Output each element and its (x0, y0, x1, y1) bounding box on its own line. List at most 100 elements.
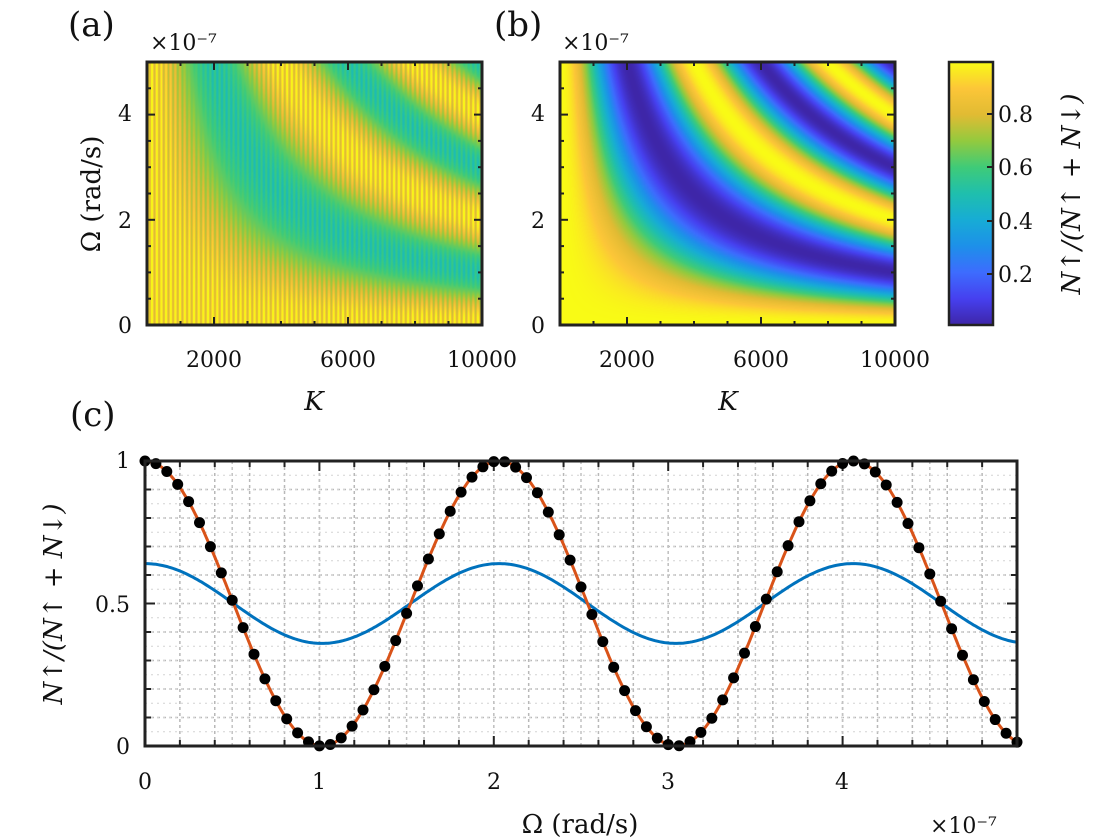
panel-a-ytick-0: 0 (118, 314, 132, 339)
data-point (749, 621, 761, 633)
panel-b-y-exponent: ×10⁻⁷ (562, 31, 629, 56)
data-point (804, 495, 816, 507)
panel-c-ylabel: N↑/(N↑ + N↓) (39, 504, 69, 706)
series-contrast-reduced (145, 562, 1018, 645)
panel-b-label: (b) (494, 5, 542, 45)
data-point (292, 727, 304, 739)
data-point (466, 471, 478, 483)
panel-a-ytick-2: 2 (118, 209, 132, 234)
data-point (739, 647, 750, 659)
colorbar-tick-0.6: 0.6 (998, 156, 1033, 181)
data-point (531, 487, 543, 499)
data-point (521, 472, 532, 484)
data-point (433, 528, 445, 540)
panel-c-xtick-3: 3 (661, 770, 675, 795)
panel-a-ylabel: Ω (rad/s) (77, 136, 107, 253)
data-point (815, 478, 827, 490)
panel-c-xtick-2: 2 (487, 770, 501, 795)
data-point (215, 567, 227, 579)
panel-a-label: (a) (68, 5, 115, 45)
data-point (717, 694, 729, 706)
panel-c-xtick-1: 1 (312, 770, 326, 795)
colorbar-tick-0.2: 0.2 (998, 263, 1033, 288)
data-point (542, 506, 554, 518)
data-point (630, 705, 641, 717)
data-point (793, 516, 805, 528)
data-point (368, 684, 380, 696)
data-point (379, 660, 391, 672)
panel-b-ytick-4: 4 (531, 102, 545, 127)
data-point (335, 732, 347, 744)
colorbar-frame (947, 60, 995, 327)
data-point (902, 518, 914, 530)
panel-b: (b) ×10⁻⁷ 4 2 0 2000 6000 10000 K (494, 5, 930, 417)
panel-c: (c) 1 0.5 0 0 1 2 3 4 Ω (rad/s) ×10⁻⁷ N↑… (39, 395, 1023, 840)
panel-a-xtick-10000: 10000 (447, 348, 517, 373)
data-point (586, 609, 598, 621)
panel-a-ytick-4: 4 (118, 102, 132, 127)
panel-c-x-exponent: ×10⁻⁷ (930, 814, 997, 839)
panel-c-xtick-4: 4 (835, 770, 849, 795)
data-point (412, 580, 423, 592)
heatmap-a (147, 62, 482, 325)
data-point (706, 712, 718, 724)
colorbar-tick-0.4: 0.4 (998, 210, 1033, 235)
data-point (390, 635, 402, 647)
panel-c-ytick-0: 0 (116, 735, 130, 760)
data-point (346, 720, 358, 732)
data-point (935, 595, 947, 607)
data-point (695, 726, 707, 738)
data-point (608, 661, 620, 673)
data-point (913, 542, 925, 554)
data-point (1000, 727, 1012, 739)
data-point (619, 685, 631, 697)
panel-b-xtick-2000: 2000 (599, 348, 655, 373)
panel-b-xtick-6000: 6000 (733, 348, 789, 373)
data-point (869, 466, 881, 478)
data-point (826, 465, 838, 477)
data-point (880, 479, 892, 491)
data-point (204, 541, 216, 553)
data-point (967, 674, 979, 686)
panel-b-ytick-0: 0 (531, 314, 545, 339)
colorbar-label: N↑/(N↑ + N↓) (1057, 94, 1087, 296)
panel-a-ticks (147, 62, 482, 325)
data-point (651, 732, 663, 744)
data-point (226, 594, 238, 606)
data-point (553, 529, 565, 541)
panel-a-y-exponent: ×10⁻⁷ (150, 31, 217, 56)
colorbar: 0.2 0.4 0.6 0.8 N↑/(N↑ + N↓) (947, 60, 1087, 327)
data-point (259, 673, 271, 685)
data-point (401, 607, 413, 619)
data-point (161, 466, 173, 478)
data-point (444, 505, 456, 517)
panel-c-ytick-0.5: 0.5 (95, 593, 130, 618)
panel-b-ticks (560, 62, 895, 325)
panel-a-xtick-2000: 2000 (186, 348, 242, 373)
data-point (760, 593, 772, 605)
panel-c-ytick-1: 1 (116, 449, 130, 474)
data-point (782, 540, 794, 552)
data-point (640, 721, 652, 733)
panel-a: (a) ×10⁻⁷ 4 2 0 2000 6000 10000 K Ω (rad… (68, 5, 517, 417)
panel-b-xlabel: K (717, 387, 739, 417)
colorbar-gradient (949, 62, 993, 325)
panel-a-xlabel: K (303, 387, 325, 417)
data-point (270, 695, 282, 707)
data-point (183, 496, 195, 508)
data-point (455, 486, 467, 498)
panel-b-xtick-10000: 10000 (860, 348, 930, 373)
data-point (324, 738, 336, 750)
data-point (946, 623, 958, 635)
panel-c-xlabel: Ω (rad/s) (522, 810, 639, 840)
data-point (422, 553, 434, 565)
data-point (172, 478, 184, 490)
data-point (477, 461, 489, 473)
data-point (891, 496, 903, 508)
data-point (194, 517, 205, 529)
data-point (957, 649, 968, 661)
data-point (978, 695, 990, 707)
heatmap-b (560, 62, 895, 325)
data-point (989, 714, 1001, 726)
